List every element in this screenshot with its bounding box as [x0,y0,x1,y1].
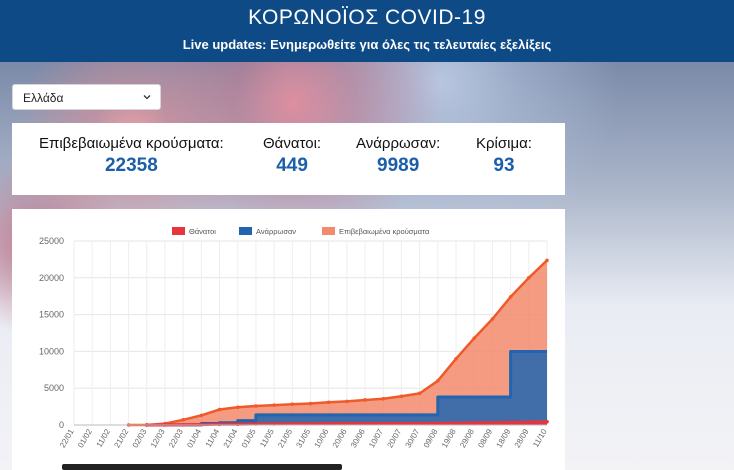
x-tick-label: 11/10 [531,427,549,449]
stat-value: 22358 [104,155,158,176]
data-point [508,295,513,299]
data-point [508,420,513,425]
x-tick-label: 02/03 [131,427,149,449]
x-tick-label: 20/07 [385,427,403,449]
data-point [545,419,549,424]
data-point [417,391,422,396]
x-tick-label: 18/09 [495,427,513,449]
x-tick-label: 01/04 [185,427,203,449]
data-point [217,422,222,427]
x-tick-label: 10/06 [313,427,331,449]
data-point [545,258,549,263]
x-tick-label: 21/04 [222,427,240,449]
stats-panel: Επιβεβαιωμένα κρούσματα: 22358 Θάνατοι: … [12,123,565,195]
data-point [472,336,477,340]
legend-swatch [172,227,185,235]
data-point [417,421,422,426]
x-tick-label: 08/09 [476,427,494,449]
data-point [254,404,258,408]
data-point [326,400,331,405]
data-point [472,421,477,425]
x-tick-label: 01/02 [76,427,94,449]
data-point [399,394,404,399]
data-point [399,421,404,426]
legend-label: Ανάρρωσαν [256,227,296,236]
page-subtitle: Live updates: Ενημερωθείτε για όλες τις … [182,37,552,52]
x-tick-label: 31/05 [294,427,312,449]
x-tick-label: 28/09 [513,427,531,449]
y-tick-label: 10000 [39,346,64,356]
y-tick-label: 5000 [44,383,64,393]
y-tick-label: 20000 [39,273,64,283]
series-area-Επιβεβαιωμένα κρούσματα [128,260,547,425]
data-point [454,356,458,361]
x-tick-label: 11/04 [204,427,222,449]
x-tick-label: 30/07 [404,427,422,449]
x-tick-label: 22/03 [167,427,185,449]
chevron-down-icon [143,95,151,100]
stat-confirmed: Επιβεβαιωμένα κρούσματα: 22358 [39,135,224,177]
data-point [181,418,185,422]
y-tick-label: 25000 [39,236,64,246]
data-point [436,379,440,383]
data-point [363,421,367,426]
x-tick-label: 21/02 [112,427,130,449]
data-point [490,317,495,321]
country-select[interactable]: Ελλάδα [12,84,161,110]
x-tick-label: 22/01 [58,427,76,449]
stat-label: Κρίσιμα: [476,135,532,152]
data-point [290,402,295,406]
page-title: ΚΟΡΩΝΟΪΟΣ COVID-19 [248,6,486,29]
legend-label: Θάνατοι [189,227,216,236]
stat-value: 93 [493,155,515,176]
stat-value: 9989 [377,155,420,176]
data-point [363,398,367,402]
x-tick-label: 12/03 [149,427,167,449]
data-point [235,405,240,410]
covid-chart: 0 5000 10000 15000 20000 25000 22/01 01/02 11/02… [39,227,549,449]
data-point [345,399,349,404]
legend-swatch [322,227,335,235]
data-point [490,420,495,425]
x-tick-label: 29/08 [458,427,476,449]
data-point [217,407,222,412]
data-point [199,413,204,418]
data-point [381,396,386,401]
data-point [308,401,313,406]
x-tick-label: 10/07 [367,427,385,449]
stat-critical: Κρίσιμα: 93 [476,135,532,177]
x-tick-label: 21/05 [276,427,294,449]
data-point [527,276,531,280]
stat-recovered: Ανάρρωσαν: 9989 [356,135,440,177]
x-tick-label: 20/06 [331,427,349,449]
x-tick-label: 01/05 [240,427,258,449]
x-tick-label: 11/02 [95,427,113,449]
horizontal-scrollbar[interactable] [62,464,342,470]
stat-value: 449 [276,155,308,176]
stat-label: Ανάρρωσαν: [356,135,441,152]
data-point [527,420,531,424]
chart-card: 0 5000 10000 15000 20000 25000 22/01 01/02 11/02… [12,209,565,470]
x-tick-label: 11/05 [258,427,276,449]
data-point [454,421,458,425]
series-line-Επιβεβαιωμένα κρούσματα [128,259,548,427]
legend-swatch [239,227,252,235]
stat-deaths: Θάνατοι: 449 [263,135,321,177]
y-tick-label: 15000 [39,310,64,320]
x-tick-label: 09/08 [422,427,440,449]
x-tick-label: 30/06 [349,427,367,449]
page-header: ΚΟΡΩΝΟΪΟΣ COVID-19 Live updates: Ενημερω… [0,0,734,62]
y-tick-label: 0 [59,420,64,430]
stat-label: Επιβεβαιωμένα κρούσματα: [39,135,224,152]
data-point [272,403,276,407]
stat-label: Θάνατοι: [263,135,322,152]
country-select-value: Ελλάδα [23,91,64,105]
x-tick-label: 19/08 [440,427,458,449]
series-area-Ανάρρωσαν [146,351,548,425]
data-point [436,421,440,426]
data-point [381,421,386,426]
legend-label: Επιβεβαιωμένα κρούσματα [339,227,430,236]
